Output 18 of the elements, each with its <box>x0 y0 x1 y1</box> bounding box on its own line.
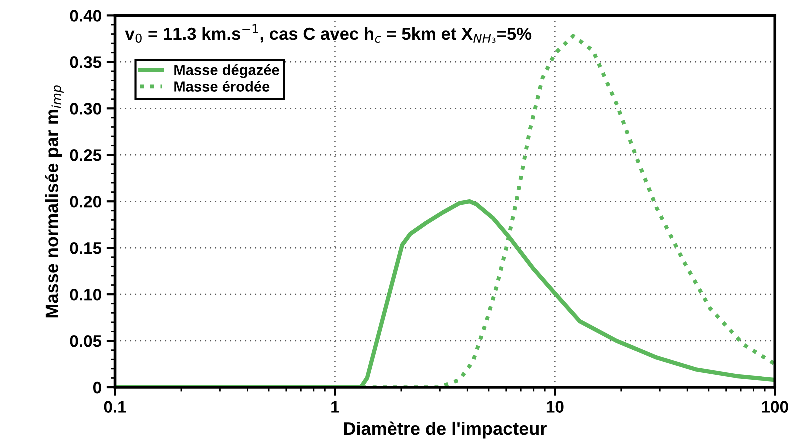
y-axis-title: Masse normalisée par m$_{imp}$ <box>45 86 64 318</box>
y-tick-label: 0.25 <box>70 150 102 162</box>
legend-label: Masse érodée <box>174 81 270 92</box>
y-tick-label: 0.10 <box>70 288 102 301</box>
x-tick-label: 1 <box>332 401 340 413</box>
x-tick-label: 100 <box>762 401 788 413</box>
y-tick-label: 0.30 <box>70 103 102 115</box>
y-tick-label: 0 <box>93 382 102 394</box>
y-tick-label: 0.40 <box>70 10 102 22</box>
y-tick-label: 0.15 <box>70 242 102 254</box>
y-tick-label: 0.05 <box>70 335 102 348</box>
y-tick-label: 0.20 <box>70 196 102 208</box>
x-tick-label: 0.1 <box>104 401 126 413</box>
legend-label: Masse dégazée <box>174 64 280 78</box>
text: v$_{0}$ = 11.3 km.s$^{−1}$, cas C avec h$_{c}$ = 5km et X$_{NH₃}$=5% <box>125 24 532 44</box>
y-tick-label: 0.35 <box>70 56 102 68</box>
x-tick-label: 10 <box>546 401 564 413</box>
x-axis-title: Diamètre de l'impacteur <box>344 422 547 439</box>
